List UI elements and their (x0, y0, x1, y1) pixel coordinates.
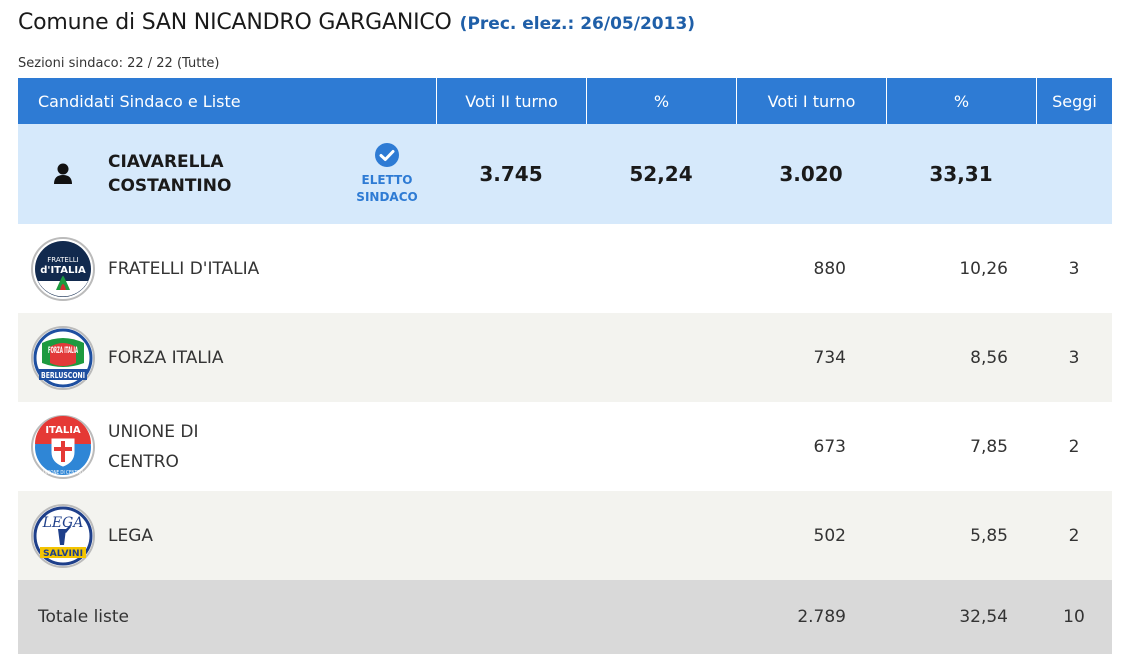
elected-badge: ELETTO SINDACO (338, 142, 436, 206)
candidate-votes-round1: 3.020 (779, 162, 843, 186)
results-table: Candidati Sindaco e Liste Voti II turno … (18, 78, 1112, 654)
totals-row: Totale liste 2.789 32,54 10 (18, 580, 1112, 654)
list-seats: 2 (1068, 525, 1080, 546)
candidate-row[interactable]: CIAVARELLA COSTANTINO ELETTO SINDACO 3.7… (18, 124, 1112, 224)
col-header-votes-round2: Voti II turno (436, 78, 586, 124)
list-name-line2: CENTRO (108, 451, 179, 472)
list-name-line1: LEGA (108, 525, 154, 546)
list-name-line1: FORZA ITALIA (108, 347, 224, 368)
col-header-seats: Seggi (1036, 78, 1112, 124)
lega-logo-text-bottom: SALVINI (43, 549, 83, 559)
candidate-votes-round2: 3.745 (479, 162, 543, 186)
fratelli-d-italia-logo-icon: FRATELLI d'ITALIA (18, 236, 108, 302)
col-header-candidates: Candidati Sindaco e Liste (38, 91, 241, 111)
fi-logo-text-top: FORZA ITALIA (48, 346, 78, 356)
list-pct: 8,56 (970, 347, 1008, 368)
elected-label-line2: SINDACO (356, 190, 418, 204)
page-title-row: Comune di SAN NICANDRO GARGANICO (Prec. … (18, 10, 695, 46)
lega-logo-icon: LEGA SALVINI (18, 503, 108, 569)
list-row[interactable]: ITALIA UNIONE DI CENTRO UNIONE DI CENTRO… (18, 402, 1112, 491)
lega-logo-text-top: LEGA (42, 515, 84, 531)
previous-election-link[interactable]: (Prec. elez.: 26/05/2013) (459, 14, 696, 34)
udc-logo-text-top: ITALIA (45, 425, 81, 436)
totals-label: Totale liste (38, 607, 129, 627)
fdi-logo-text-top: FRATELLI (47, 256, 78, 264)
list-name: LEGA (108, 521, 436, 551)
list-name-line1: FRATELLI D'ITALIA (108, 258, 260, 279)
list-row[interactable]: FORZA ITALIA BERLUSCONI FORZA ITALIA 734… (18, 313, 1112, 402)
list-pct: 5,85 (970, 525, 1008, 546)
list-seats: 3 (1068, 258, 1080, 279)
list-name: UNIONE DI CENTRO (108, 417, 436, 477)
check-circle-icon (375, 143, 399, 167)
sezioni-count: Sezioni sindaco: 22 / 22 (Tutte) (18, 56, 220, 71)
list-pct: 10,26 (959, 258, 1008, 279)
candidate-pct-round1: 33,31 (929, 162, 993, 186)
candidate-pct-round2: 52,24 (629, 162, 693, 186)
udc-logo-text-bottom: UNIONE DI CENTRO (43, 470, 83, 476)
totals-votes: 2.789 (797, 607, 846, 627)
list-row[interactable]: FRATELLI d'ITALIA FRATELLI D'ITALIA 880 … (18, 224, 1112, 313)
page-title: Comune di SAN NICANDRO GARGANICO (18, 10, 452, 35)
list-name: FORZA ITALIA (108, 343, 436, 373)
list-votes: 880 (813, 258, 846, 279)
fdi-logo-text-bottom: d'ITALIA (40, 265, 86, 276)
list-pct: 7,85 (970, 436, 1008, 457)
candidate-name-line1: CIAVARELLA (108, 152, 224, 172)
candidate-name: CIAVARELLA COSTANTINO (108, 150, 338, 198)
forza-italia-logo-icon: FORZA ITALIA BERLUSCONI (18, 325, 108, 391)
candidate-name-line2: COSTANTINO (108, 176, 232, 196)
totals-seats: 10 (1063, 607, 1085, 627)
col-header-pct-round1: % (886, 78, 1036, 124)
list-seats: 3 (1068, 347, 1080, 368)
col-header-pct-round2: % (586, 78, 736, 124)
list-votes: 673 (813, 436, 846, 457)
elected-label-line1: ELETTO (361, 173, 413, 187)
list-seats: 2 (1068, 436, 1080, 457)
table-header: Candidati Sindaco e Liste Voti II turno … (18, 78, 1112, 124)
fi-logo-text-bottom: BERLUSCONI (41, 371, 85, 380)
list-votes: 502 (813, 525, 846, 546)
totals-pct: 32,54 (959, 607, 1008, 627)
col-header-votes-round1: Voti I turno (736, 78, 886, 124)
list-row[interactable]: LEGA SALVINI LEGA 502 5,85 2 (18, 491, 1112, 580)
list-votes: 734 (813, 347, 846, 368)
list-name-line1: UNIONE DI (108, 421, 199, 442)
person-icon (18, 163, 108, 185)
list-name: FRATELLI D'ITALIA (108, 254, 436, 284)
unione-di-centro-logo-icon: ITALIA UNIONE DI CENTRO (18, 414, 108, 480)
